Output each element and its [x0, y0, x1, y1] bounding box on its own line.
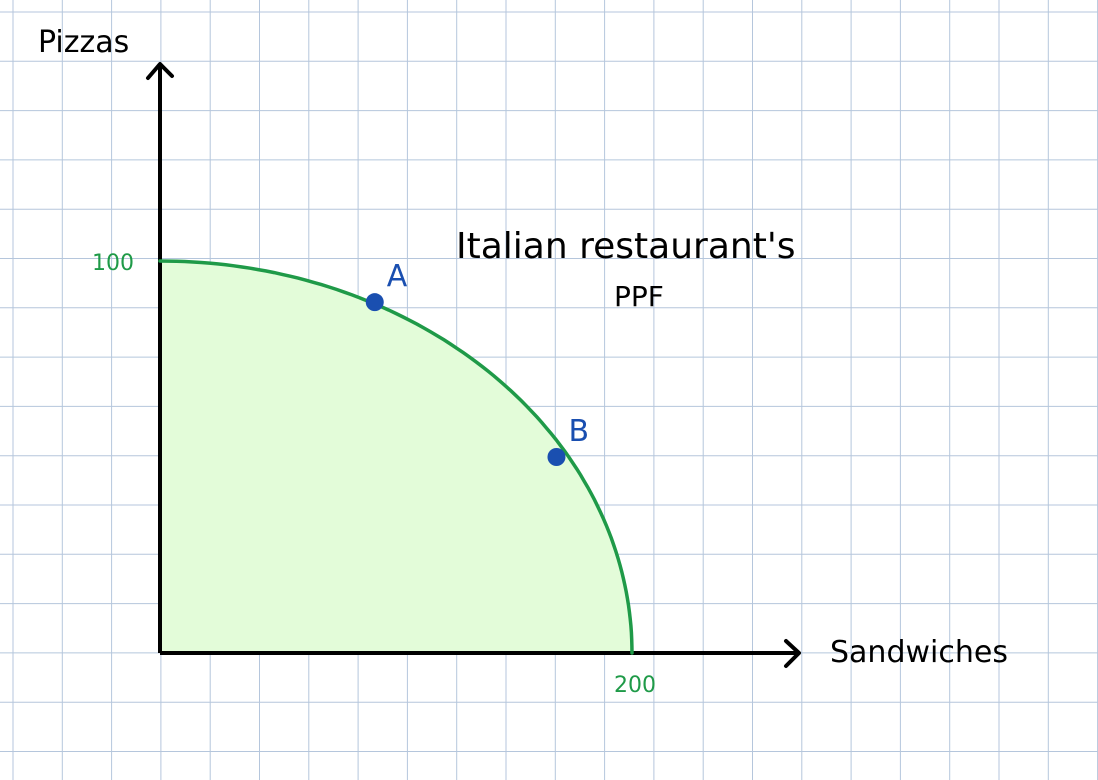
labels-group: Pizzas Sandwiches Italian restaurant's P…	[38, 25, 1008, 698]
y-axis-label: Pizzas	[38, 25, 129, 60]
ppf-curve	[158, 259, 634, 655]
y-axis-arrow-icon	[146, 62, 174, 80]
x-tick-label: 200	[614, 673, 656, 698]
point-label-a: A	[387, 259, 408, 294]
axes	[146, 62, 801, 668]
point-b	[547, 448, 566, 466]
point-a	[365, 293, 384, 312]
point-label-b: B	[568, 414, 589, 449]
points-group: AB	[365, 259, 589, 466]
feasible-region-area	[160, 261, 632, 653]
chart-subtitle: PPF	[614, 280, 664, 313]
x-axis-label: Sandwiches	[830, 635, 1008, 670]
x-axis-arrow-icon	[784, 639, 801, 668]
chart-title: Italian restaurant's	[456, 226, 795, 267]
y-tick-label: 100	[92, 251, 134, 276]
